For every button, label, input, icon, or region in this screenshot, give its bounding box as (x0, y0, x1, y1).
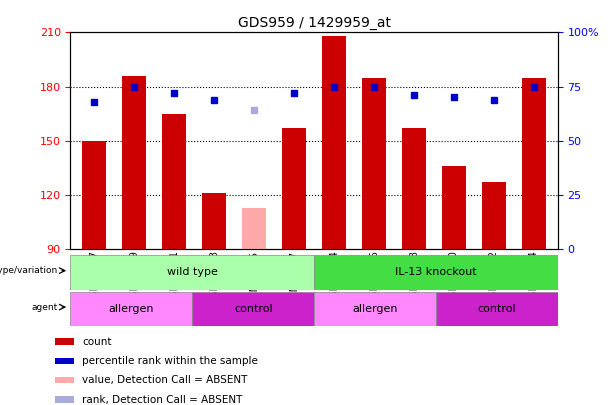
Text: wild type: wild type (167, 267, 218, 277)
Text: IL-13 knockout: IL-13 knockout (395, 267, 477, 277)
Text: count: count (82, 337, 112, 347)
Text: allergen: allergen (109, 304, 154, 314)
Text: percentile rank within the sample: percentile rank within the sample (82, 356, 258, 366)
Bar (522, 77, 546, 249)
Bar (55, 396, 74, 403)
Text: value, Detection Call = ABSENT: value, Detection Call = ABSENT (82, 375, 248, 386)
Bar (192, 292, 314, 326)
Bar (123, 76, 147, 249)
Bar (282, 128, 306, 249)
Text: allergen: allergen (352, 304, 398, 314)
Bar (162, 114, 186, 249)
Text: agent: agent (31, 303, 58, 311)
Bar (482, 182, 506, 249)
Bar (55, 339, 74, 345)
Bar (242, 207, 266, 249)
Bar (362, 77, 386, 249)
Bar (70, 292, 192, 326)
Bar (322, 36, 346, 249)
Bar (70, 255, 314, 290)
Bar (436, 292, 558, 326)
Bar (442, 166, 466, 249)
Text: control: control (234, 304, 273, 314)
Bar (202, 193, 226, 249)
Bar (314, 292, 436, 326)
Bar (314, 255, 558, 290)
Text: control: control (478, 304, 516, 314)
Bar (402, 128, 426, 249)
Text: rank, Detection Call = ABSENT: rank, Detection Call = ABSENT (82, 394, 243, 405)
Text: genotype/variation: genotype/variation (0, 266, 58, 275)
Title: GDS959 / 1429959_at: GDS959 / 1429959_at (238, 16, 390, 30)
Bar (55, 377, 74, 384)
Bar (83, 141, 107, 249)
Bar (55, 358, 74, 364)
